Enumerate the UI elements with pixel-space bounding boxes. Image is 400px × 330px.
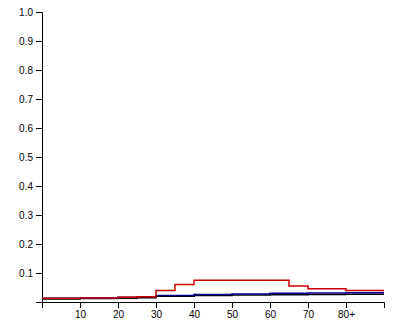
y-axis: 0.1 0.2 0.3 0.4 0.5 0.6 0.7 0.8 0.9 1.0	[19, 7, 42, 303]
x-axis: 10 20 30 40 50 60 70 80+	[43, 302, 385, 320]
y-axis-tick-label: 0.6	[19, 123, 33, 134]
y-axis-tick-label: 0.1	[19, 268, 33, 279]
y-axis-tick: 0.4	[19, 181, 42, 192]
y-axis-tick: 0.2	[19, 239, 42, 250]
x-axis-tick-mark	[346, 302, 347, 308]
x-axis-tick-label: 20	[113, 309, 125, 320]
y-axis-tick-mark	[36, 128, 42, 129]
y-axis-tick-label: 0.2	[19, 239, 33, 250]
y-axis-tick-mark	[36, 215, 42, 216]
chart: 1020304050607080+0.10.20.30.40.50.60.70.…	[0, 0, 400, 330]
x-axis-tick-label: 60	[265, 309, 277, 320]
x-axis-tick: 70	[303, 302, 315, 320]
y-axis-tick-mark	[36, 41, 42, 42]
y-axis-tick-label: 0.9	[19, 36, 33, 47]
lines	[42, 280, 384, 299]
x-axis-tick: 20	[113, 302, 125, 320]
y-axis-tick-mark	[36, 244, 42, 245]
x-axis-tick-mark	[80, 302, 81, 308]
x-axis-tick-mark	[270, 302, 271, 308]
y-axis-tick: 1.0	[19, 7, 42, 18]
x-axis-line	[43, 303, 385, 309]
y-axis-line	[36, 13, 43, 303]
y-axis-tick-label: 1.0	[19, 7, 33, 18]
plot: 1020304050607080+0.10.20.30.40.50.60.70.…	[19, 7, 384, 320]
y-axis-tick-mark	[36, 12, 42, 13]
x-axis-tick-label: 80+	[338, 309, 355, 320]
x-axis-tick-mark	[194, 302, 195, 308]
y-axis-tick-mark	[36, 99, 42, 100]
x-axis-tick-mark	[308, 302, 309, 308]
y-axis-tick-mark	[36, 70, 42, 71]
y-axis-tick-mark	[36, 273, 42, 274]
y-axis-tick: 0.7	[19, 94, 42, 105]
x-axis-tick: 60	[265, 302, 277, 320]
y-axis-tick: 0.1	[19, 268, 42, 279]
y-axis-tick-label: 0.3	[19, 210, 33, 221]
x-axis-tick: 50	[227, 302, 239, 320]
x-axis-tick: 30	[151, 302, 163, 320]
y-axis-tick: 0.3	[19, 210, 42, 221]
y-axis-tick-label: 0.4	[19, 181, 33, 192]
x-axis-tick-mark	[118, 302, 119, 308]
x-axis-tick-label: 40	[189, 309, 201, 320]
x-axis-tick: 10	[75, 302, 87, 320]
y-axis-tick-mark	[36, 186, 42, 187]
y-axis-tick: 0.8	[19, 65, 42, 76]
x-axis-tick: 80+	[338, 302, 355, 320]
y-axis-tick-label: 0.8	[19, 65, 33, 76]
x-axis-tick-mark	[232, 302, 233, 308]
x-axis-tick-mark	[156, 302, 157, 308]
x-axis-tick-label: 50	[227, 309, 239, 320]
x-axis-tick-label: 30	[151, 309, 163, 320]
y-axis-tick: 0.9	[19, 36, 42, 47]
x-axis-tick: 40	[189, 302, 201, 320]
y-axis-tick-label: 0.5	[19, 152, 33, 163]
y-axis-tick-mark	[36, 157, 42, 158]
x-axis-tick-label: 70	[303, 309, 315, 320]
x-axis-tick-label: 10	[75, 309, 87, 320]
y-axis-tick-label: 0.7	[19, 94, 33, 105]
y-axis-tick: 0.5	[19, 152, 42, 163]
series-line	[42, 280, 384, 298]
y-axis-tick: 0.6	[19, 123, 42, 134]
